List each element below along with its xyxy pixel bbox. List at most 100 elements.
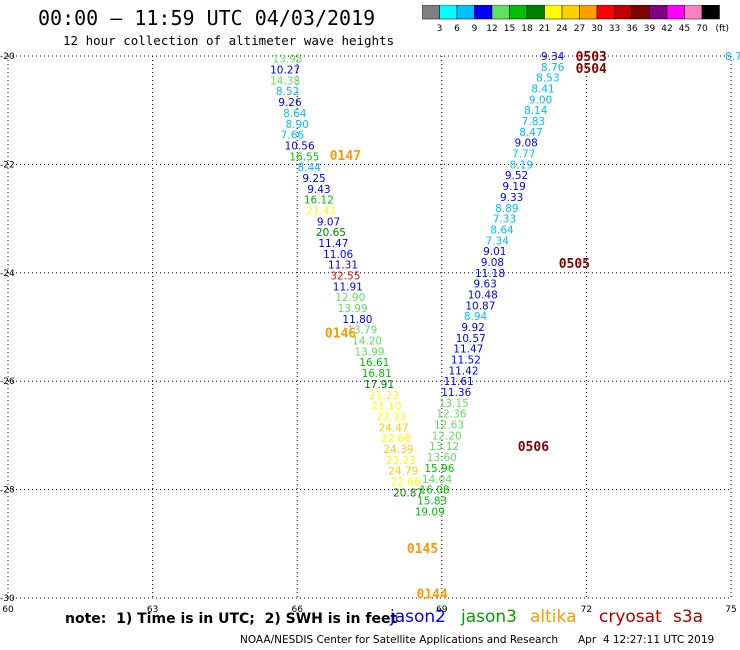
track-id-label: 0503 [576, 50, 607, 65]
swh-value-label: 9.26 [278, 97, 302, 109]
swh-value-label: 11.47 [318, 238, 348, 250]
colorbar-label: 45 [679, 24, 690, 33]
swh-value-label: 14.38 [270, 75, 300, 87]
swh-value-label: 13.12 [429, 441, 459, 453]
swh-value-label: 12.36 [436, 409, 466, 421]
swh-value-label: 8.14 [524, 105, 548, 117]
colorbar-label: 3 [437, 24, 443, 33]
x-tick-label: 60 [2, 605, 14, 615]
y-tick-label: -24 [0, 269, 15, 279]
colorbar-label: 39 [644, 24, 656, 33]
swh-value-label: 10.56 [285, 140, 315, 152]
swh-value-label: 23.23 [386, 455, 416, 467]
credit-text: NOAA/NESDIS Center for Satellite Applica… [240, 634, 558, 646]
track-id-label: 0144 [417, 588, 448, 603]
swh-value-label: 9.63 [473, 279, 496, 291]
swh-value-label: 24.79 [388, 466, 418, 478]
swh-value-label: 13.79 [347, 325, 377, 337]
colorbar-label: 6 [454, 24, 460, 33]
swh-value-label: 21.41 [306, 205, 336, 217]
swh-value-label: 32.55 [330, 271, 360, 283]
track-id-label: 0506 [518, 440, 549, 455]
swh-value-label: 9.33 [500, 192, 523, 204]
swh-value-label: 10.27 [270, 65, 300, 77]
swh-value-label: 10.87 [465, 300, 495, 312]
swh-value-label: 9.19 [502, 181, 525, 193]
swh-value-label: 11.18 [475, 268, 505, 280]
swh-value-label: 21.10 [371, 401, 401, 413]
colorbar-label: 15 [504, 24, 515, 33]
swh-value-label: 8.41 [531, 84, 554, 96]
swh-value-label: 8.90 [286, 119, 309, 131]
swh-value-label: 20.65 [316, 227, 346, 239]
x-tick-label: 69 [436, 605, 448, 615]
legend-altika: altika [530, 607, 577, 627]
swh-value-label: 21.23 [369, 390, 399, 402]
y-tick-label: -22 [0, 160, 15, 170]
colorbar-label: 70 [696, 24, 708, 33]
colorbar-label: 24 [556, 24, 568, 33]
y-tick-label: -30 [0, 594, 15, 604]
swh-value-label: 11.61 [444, 376, 474, 388]
legend-jason3: jason3 [461, 607, 517, 627]
swh-value-label: 9.01 [483, 246, 506, 258]
swh-value-label: 23.33 [376, 411, 406, 423]
y-tick-label: -20 [0, 52, 15, 62]
swh-value-label: 8.53 [536, 73, 559, 85]
colorbar-swatch [701, 5, 720, 20]
swh-value-label: 8.76 [541, 62, 565, 74]
swh-value-label: 7.83 [522, 116, 545, 128]
legend-s3a: s3a [673, 607, 704, 627]
colorbar-label: 9 [472, 24, 478, 33]
swh-value-label: 11.91 [333, 281, 363, 293]
colorbar-label: 30 [591, 24, 603, 33]
swh-value-label: 22.66 [391, 476, 421, 488]
legend-cryosat: cryosat [599, 607, 662, 627]
swh-value-label: 13.60 [427, 452, 457, 464]
track-id-label: 0146 [325, 326, 356, 341]
swh-value-label: 12.20 [432, 430, 462, 442]
swh-value-label: 7.77 [512, 149, 535, 161]
swh-value-label: 14.20 [352, 336, 382, 348]
swh-value-label: 7.33 [493, 214, 516, 226]
credit-timestamp: Apr 4 12:27:11 UTC 2019 [578, 634, 715, 646]
swh-value-label: 11.47 [453, 344, 483, 356]
swh-value-label: 8.52 [276, 86, 299, 98]
swh-value-label: 13.95 [273, 54, 303, 66]
swh-value-label: 12.90 [335, 292, 365, 304]
swh-value-label: 16.12 [304, 195, 334, 207]
track-id-label: 0505 [559, 257, 590, 272]
y-tick-label: -28 [0, 486, 15, 496]
swh-value-label: 22.66 [381, 433, 411, 445]
swh-value-label: 11.42 [448, 365, 478, 377]
swh-value-label: 16.08 [420, 485, 450, 497]
swh-value-label: 9.92 [461, 322, 484, 334]
swh-value-label: 24.39 [383, 444, 413, 456]
track-id-label: 0145 [407, 542, 438, 557]
colorbar-label: 36 [626, 24, 638, 33]
colorbar-label: 33 [609, 24, 620, 33]
swh-value-label: 8.44 [298, 162, 322, 174]
colorbar-label: 12 [486, 24, 497, 33]
swh-value-label: 10.48 [468, 289, 498, 301]
swh-value-label: 14.04 [422, 474, 452, 486]
swh-value-label: 16.81 [362, 368, 392, 380]
x-tick-label: 66 [291, 605, 303, 615]
colorbar-unit: (ft) [716, 24, 730, 33]
legend-jason2: jason2 [390, 607, 446, 627]
swh-value-label: 17.91 [364, 379, 394, 391]
swh-value-label: 13.15 [439, 398, 469, 410]
track-id-label: 0147 [330, 149, 361, 164]
swh-value-label: 9.25 [302, 173, 325, 185]
swh-value-label: 8.7 [725, 51, 740, 63]
colorbar-label: 18 [521, 24, 533, 33]
y-tick-label: -26 [0, 377, 15, 387]
map-subtitle: 12 hour collection of altimeter wave hei… [63, 33, 395, 48]
swh-value-label: 20.87 [393, 487, 423, 499]
swh-value-label: 8.94 [464, 311, 488, 323]
swh-value-label: 8.64 [490, 224, 514, 236]
swh-value-label: 8.47 [519, 127, 542, 139]
swh-colorbar: 3 6 9 12 15 18 21 24 27 30 33 36 39 42 45 70 (ft) [422, 5, 730, 33]
swh-value-label: 13.99 [354, 346, 384, 358]
